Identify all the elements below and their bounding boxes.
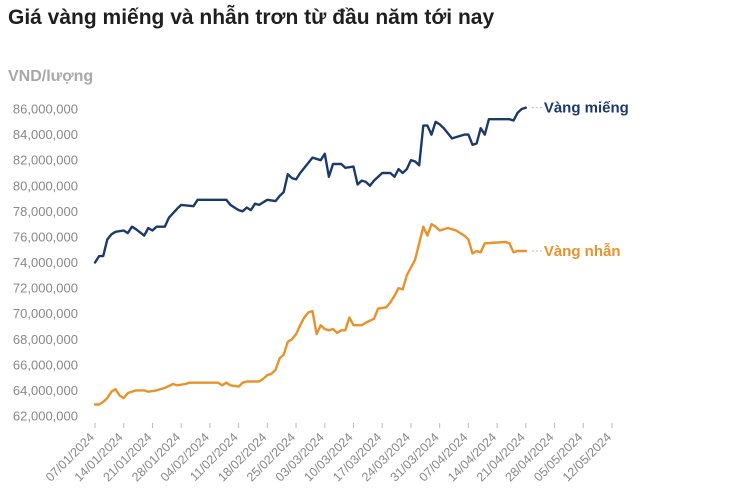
series-line-vang-mieng — [93, 106, 527, 264]
y-tick-label: 76,000,000 — [13, 229, 78, 244]
y-tick-label: 74,000,000 — [13, 255, 78, 270]
chart-title: Giá vàng miếng và nhẫn trơn từ đầu năm t… — [8, 6, 495, 29]
y-axis-unit-label: VND/lượng — [8, 68, 94, 85]
y-tick-label: 70,000,000 — [13, 306, 78, 321]
series-label-vang-mieng: Vàng miếng — [544, 100, 629, 117]
series-label-vang-nhan: Vàng nhẫn — [544, 243, 621, 260]
y-tick-label: 78,000,000 — [13, 204, 78, 219]
y-tick-label: 80,000,000 — [13, 178, 78, 193]
y-tick-label: 72,000,000 — [13, 281, 78, 296]
y-tick-label: 66,000,000 — [13, 357, 78, 372]
series-line-vang-nhan — [93, 222, 527, 406]
y-tick-label: 68,000,000 — [13, 332, 78, 347]
y-tick-label: 84,000,000 — [13, 127, 78, 142]
y-tick-label: 86,000,000 — [13, 102, 78, 117]
y-tick-label: 64,000,000 — [13, 383, 78, 398]
y-tick-label: 82,000,000 — [13, 153, 78, 168]
y-tick-label: 62,000,000 — [13, 409, 78, 424]
